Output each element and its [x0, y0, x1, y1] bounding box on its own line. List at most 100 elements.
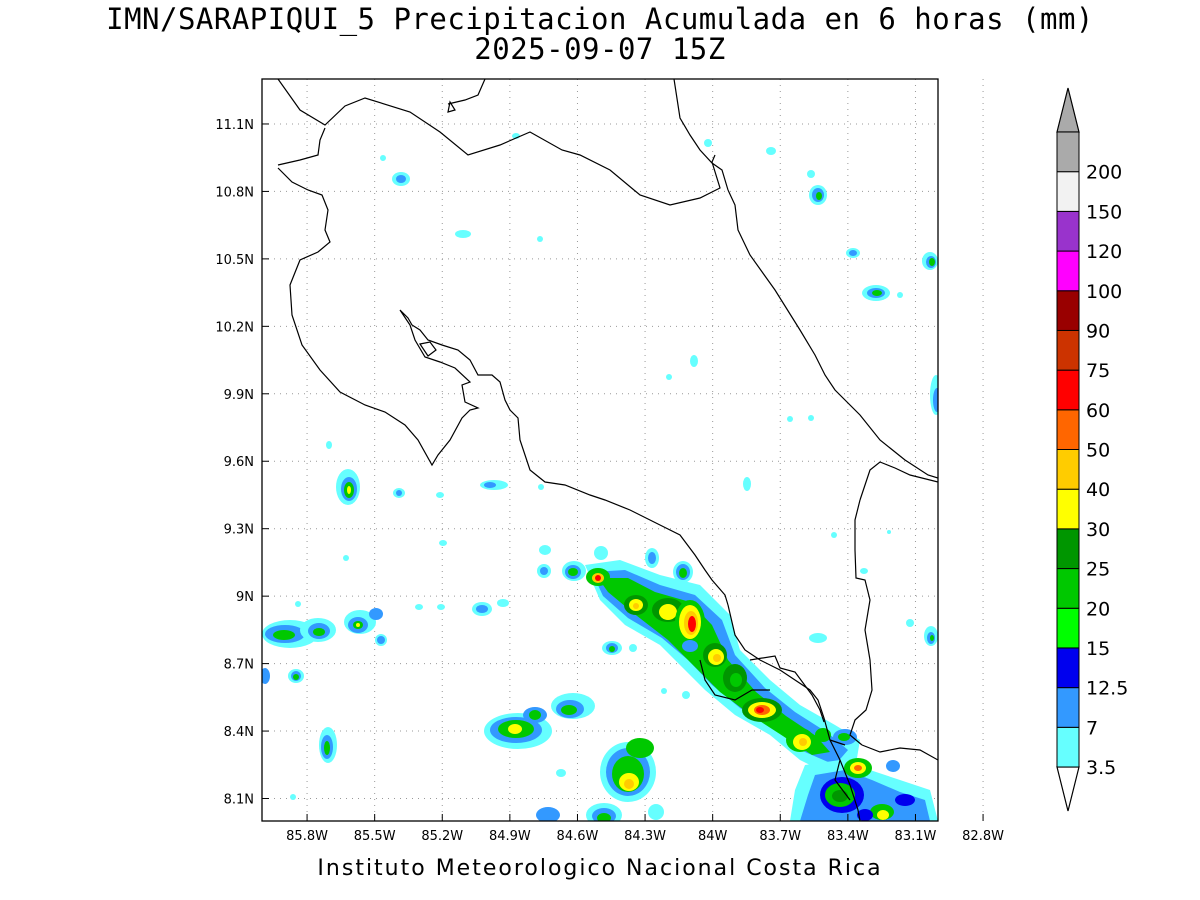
rain-cell — [809, 633, 827, 643]
map-valid-time: 2025-09-07 15Z — [474, 32, 726, 66]
rain-cell — [472, 602, 492, 616]
rain-cell — [392, 172, 410, 186]
lon-tick-label: 83.4W — [827, 829, 869, 844]
colorbar-swatch — [1056, 647, 1080, 689]
colorbar-label: 60 — [1086, 400, 1110, 422]
rain-cell — [661, 688, 667, 694]
rain-cell — [645, 548, 693, 583]
lat-tick-label: 8.1N — [224, 793, 254, 808]
colorbar-swatch — [1056, 528, 1080, 570]
colorbar-max-arrow — [1056, 87, 1080, 133]
rain-cell — [809, 185, 827, 205]
precipitation-field — [262, 133, 938, 821]
coastline — [277, 79, 938, 821]
rain-cell — [586, 803, 622, 821]
colorbar-label: 3.5 — [1086, 757, 1116, 779]
colorbar-label: 20 — [1086, 598, 1110, 620]
rain-cell — [455, 230, 471, 238]
rain-cell — [538, 484, 544, 490]
rain-cell — [393, 488, 405, 498]
rain-cell — [439, 540, 447, 546]
rain-band-main — [537, 545, 860, 775]
rain-cell — [682, 691, 690, 699]
lon-tick-label: 83.1W — [895, 829, 937, 844]
colorbar-label: 75 — [1086, 360, 1110, 382]
map-frame — [261, 78, 939, 822]
map-title: IMN/SARAPIQUI_5 Precipitacion Acumulada … — [106, 2, 1094, 36]
colorbar-label: 12.5 — [1086, 678, 1128, 700]
colorbar-swatch — [1056, 449, 1080, 490]
colorbar-swatch — [1056, 250, 1080, 292]
colorbar-swatch — [1056, 290, 1080, 331]
rain-cell — [704, 139, 712, 147]
rain-cell — [808, 415, 814, 421]
rain-cell — [536, 807, 560, 821]
rain-cell — [831, 532, 837, 538]
colorbar-swatch — [1056, 488, 1080, 530]
colorbar-label: 200 — [1086, 162, 1122, 184]
rain-cell — [415, 604, 423, 610]
lat-tick-label: 9N — [236, 590, 254, 605]
colorbar-swatch — [1056, 568, 1080, 609]
colorbar-label: 120 — [1086, 241, 1122, 263]
colorbar-swatch — [1056, 171, 1080, 212]
rain-cell — [906, 619, 914, 627]
rain-cell — [666, 374, 672, 380]
lon-tick-label: 85.8W — [286, 829, 328, 844]
rain-cell — [930, 375, 938, 415]
colorbar-swatch — [1056, 210, 1080, 252]
lat-tick-label: 10.2N — [215, 320, 254, 335]
rain-cell — [887, 530, 891, 534]
lat-tick-label: 9.6N — [224, 455, 254, 470]
lon-tick-label: 84.9W — [489, 829, 531, 844]
lon-tick-label: 85.2W — [421, 829, 463, 844]
colorbar-label: 90 — [1086, 320, 1110, 342]
rain-band-west — [262, 601, 387, 684]
rain-cell — [787, 416, 793, 422]
lon-tick-label: 84.3W — [624, 829, 666, 844]
footer-credit: Instituto Meteorologico Nacional Costa R… — [317, 856, 883, 881]
colorbar-swatch — [1056, 607, 1080, 649]
colorbar: 3.5 7 12.5 15 20 25 30 40 50 60 75 90 100 120 150 200 — [1056, 87, 1128, 812]
colorbar-label: 30 — [1086, 519, 1110, 541]
colorbar-label: 7 — [1086, 717, 1098, 739]
rain-cell — [437, 604, 445, 610]
rain-cell — [807, 170, 815, 178]
lon-tick-label: 82.8W — [962, 829, 1004, 844]
colorbar-label: 15 — [1086, 638, 1110, 660]
colorbar-swatch — [1056, 726, 1080, 768]
rain-cell — [380, 155, 386, 161]
rain-cell — [860, 568, 868, 574]
lat-tick-label: 8.4N — [224, 725, 254, 740]
rain-cell — [922, 252, 938, 270]
rain-cell — [862, 285, 890, 301]
colorbar-label: 150 — [1086, 201, 1122, 223]
colorbar-swatch — [1056, 687, 1080, 728]
rain-cell — [480, 480, 508, 490]
lat-tick-label: 10.8N — [215, 185, 254, 200]
colorbar-label: 50 — [1086, 440, 1110, 462]
lat-tick-label: 9.9N — [224, 388, 254, 403]
lat-tick-label: 8.7N — [224, 658, 254, 673]
rain-cell — [556, 769, 566, 777]
colorbar-swatch — [1056, 369, 1080, 411]
rain-cell — [484, 707, 552, 749]
rain-cell — [600, 738, 656, 802]
rain-cell — [436, 492, 444, 498]
colorbar-swatch — [1056, 131, 1080, 173]
lon-tick-label: 83.7W — [759, 829, 801, 844]
rain-band-southeast — [790, 758, 938, 821]
colorbar-label: 25 — [1086, 559, 1110, 581]
lat-tick-label: 10.5N — [215, 253, 254, 268]
colorbar-label: 40 — [1086, 479, 1110, 501]
rain-cell — [924, 626, 938, 646]
colorbar-label: 100 — [1086, 281, 1122, 303]
rain-cell — [319, 727, 337, 763]
lon-tick-label: 84.6W — [557, 829, 599, 844]
colorbar-min-arrow — [1056, 766, 1080, 812]
rain-cell — [743, 477, 751, 491]
rain-cell — [766, 147, 776, 155]
lon-tick-label: 85.5W — [354, 829, 396, 844]
rain-cell — [290, 794, 296, 800]
rain-cell — [551, 693, 595, 719]
